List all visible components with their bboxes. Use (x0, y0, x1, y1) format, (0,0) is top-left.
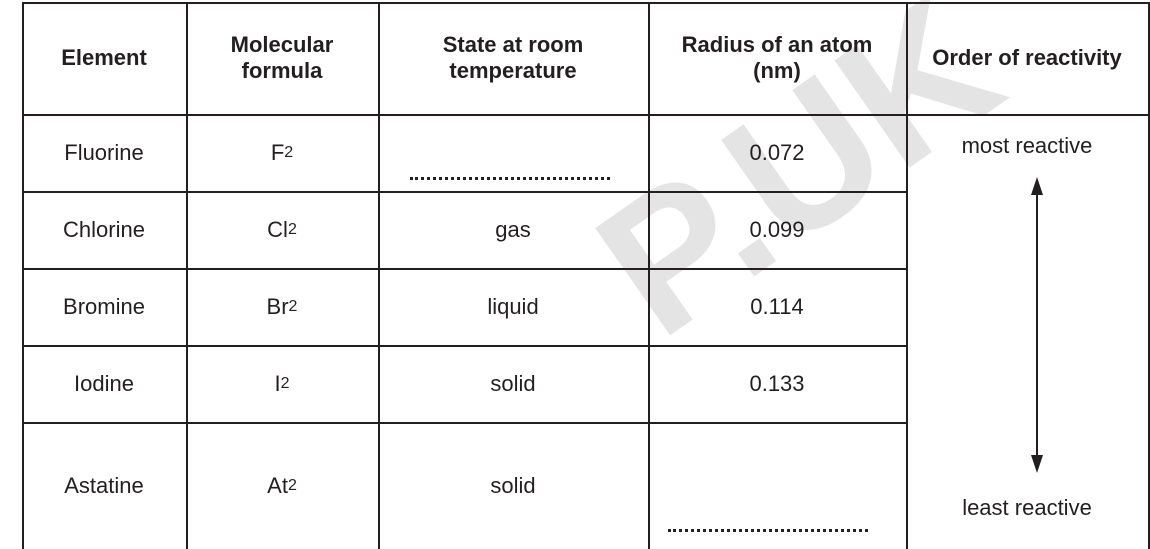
formula-cell: Cl 2 (186, 191, 378, 268)
formula-subscript: 2 (288, 297, 298, 315)
formula-subscript: 2 (280, 374, 290, 392)
radius-cell: 0.099 (749, 216, 805, 242)
header-cell: State at room temperature (442, 32, 584, 83)
formula-symbol: Br (266, 293, 289, 319)
formula-cell: At 2 (186, 422, 378, 549)
row-border (22, 422, 908, 424)
header-cell: Molecular formula (230, 32, 334, 83)
formula-symbol: Cl (267, 216, 288, 242)
answer-line (410, 177, 610, 180)
radius-cell: 0.114 (750, 293, 804, 319)
row-border (22, 191, 908, 193)
element-cell: Chlorine (63, 216, 145, 242)
formula-symbol: At (267, 472, 288, 498)
column-border (378, 2, 380, 549)
column-border (648, 2, 650, 549)
state-cell: liquid (487, 293, 539, 319)
element-cell: Iodine (74, 370, 134, 396)
row-border (22, 345, 908, 347)
formula-subscript: 2 (287, 220, 297, 238)
column-border (22, 2, 24, 549)
row-border (22, 114, 1150, 116)
formula-subscript: 2 (287, 476, 297, 494)
formula-subscript: 2 (284, 143, 294, 161)
row-border (22, 268, 908, 270)
radius-cell: 0.133 (749, 370, 805, 396)
column-border (906, 2, 908, 549)
radius-cell: 0.072 (749, 139, 805, 165)
formula-symbol: I (274, 370, 281, 396)
formula-symbol: F (270, 139, 285, 165)
state-cell: solid (490, 472, 536, 498)
order-top: most reactive (961, 133, 1093, 158)
header-cell: Radius of an atom (nm) (681, 32, 873, 83)
header-cell: Order of reactivity (932, 45, 1122, 70)
element-cell: Fluorine (64, 139, 144, 165)
element-cell: Bromine (63, 293, 145, 319)
formula-cell: Br 2 (186, 268, 378, 345)
header-cell: Element (61, 45, 147, 70)
state-cell: gas (495, 216, 531, 242)
answer-line (668, 529, 868, 532)
order-bottom: least reactive (962, 495, 1092, 520)
row-border (22, 2, 1150, 4)
column-border (1148, 2, 1150, 549)
state-cell: solid (490, 370, 536, 396)
column-border (186, 2, 188, 549)
element-cell: Astatine (64, 472, 144, 498)
